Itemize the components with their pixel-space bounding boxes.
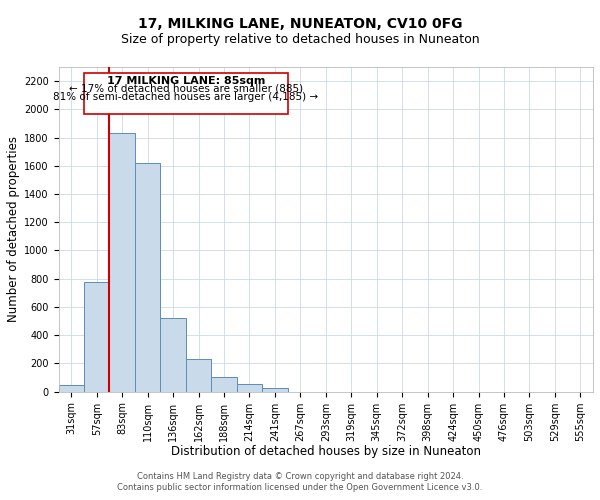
- Bar: [237, 384, 262, 392]
- Bar: [262, 388, 287, 392]
- Text: Size of property relative to detached houses in Nuneaton: Size of property relative to detached ho…: [121, 32, 479, 46]
- Text: 81% of semi-detached houses are larger (4,185) →: 81% of semi-detached houses are larger (…: [53, 92, 319, 102]
- Bar: [135, 163, 160, 392]
- Text: ← 17% of detached houses are smaller (885): ← 17% of detached houses are smaller (88…: [69, 84, 303, 94]
- Bar: [160, 318, 186, 392]
- Bar: [186, 359, 211, 392]
- Text: Contains HM Land Registry data © Crown copyright and database right 2024.: Contains HM Land Registry data © Crown c…: [137, 472, 463, 481]
- Bar: [84, 282, 109, 392]
- Bar: [59, 384, 84, 392]
- Text: Contains public sector information licensed under the Open Government Licence v3: Contains public sector information licen…: [118, 484, 482, 492]
- Bar: [109, 134, 135, 392]
- Y-axis label: Number of detached properties: Number of detached properties: [7, 136, 20, 322]
- Text: 17 MILKING LANE: 85sqm: 17 MILKING LANE: 85sqm: [107, 76, 265, 86]
- X-axis label: Distribution of detached houses by size in Nuneaton: Distribution of detached houses by size …: [171, 445, 481, 458]
- Text: 17, MILKING LANE, NUNEATON, CV10 0FG: 17, MILKING LANE, NUNEATON, CV10 0FG: [138, 18, 462, 32]
- Bar: [211, 377, 237, 392]
- Bar: [84, 72, 287, 114]
